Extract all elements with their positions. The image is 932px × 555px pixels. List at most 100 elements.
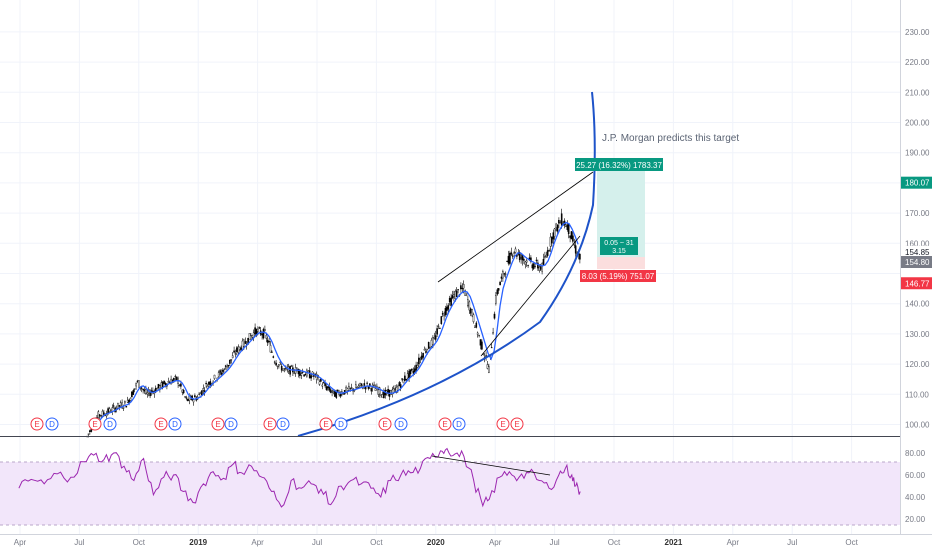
candle-body	[231, 355, 234, 359]
long-stop-zone[interactable]	[597, 257, 645, 269]
earnings-marker[interactable]	[438, 417, 452, 431]
candle-body	[198, 393, 200, 395]
target-box-bg	[575, 158, 663, 171]
candle-body	[236, 347, 238, 352]
earnings-marker[interactable]	[211, 417, 225, 431]
candle-body	[439, 327, 441, 329]
candle-body	[524, 261, 527, 265]
candle-body	[464, 290, 466, 296]
candle-body	[538, 266, 541, 271]
candle-body	[534, 265, 536, 267]
candle-body	[479, 339, 482, 346]
wedge-upper-trendline[interactable]	[437, 171, 594, 283]
earnings-marker[interactable]	[510, 417, 524, 431]
candle-body	[570, 231, 573, 240]
candle-body	[182, 389, 185, 394]
earnings-marker[interactable]	[276, 417, 290, 431]
earnings-marker[interactable]	[452, 417, 466, 431]
candle-body	[118, 405, 121, 407]
candle-body	[546, 250, 549, 256]
target-note[interactable]: J.P. Morgan predicts this target	[602, 133, 739, 144]
candle-body	[222, 369, 224, 372]
price-axis[interactable]: 230.00 220.00 210.00 200.00 190.00 170.00 160.…	[905, 28, 930, 430]
candle-body	[436, 328, 438, 335]
candle-body	[401, 378, 403, 380]
earnings-marker[interactable]	[378, 417, 392, 431]
candle-body	[157, 383, 160, 388]
earnings-marker[interactable]	[88, 417, 102, 431]
candle-body	[496, 289, 499, 295]
price-axis-bg	[900, 0, 932, 550]
candle-body	[427, 341, 430, 349]
candle-body	[363, 383, 366, 386]
price-badge-label: 154.85	[905, 248, 930, 257]
candle-body	[510, 252, 513, 255]
candle-body	[136, 380, 139, 382]
earnings-marker[interactable]	[168, 417, 182, 431]
candle-body	[269, 345, 272, 353]
candle-body	[261, 333, 263, 336]
rsi-tick-label: 40.00	[905, 493, 926, 502]
candle-body	[303, 374, 305, 377]
price-badge-bg	[901, 256, 932, 268]
earnings-marker[interactable]	[30, 417, 44, 431]
time-tick-label: Oct	[608, 538, 621, 547]
candle-body	[549, 236, 552, 247]
candle-body	[408, 370, 410, 379]
time-tick-label: 2021	[665, 538, 683, 547]
wedge-lower-trendline[interactable]	[480, 235, 581, 357]
candle-body	[321, 384, 324, 387]
earnings-marker[interactable]	[394, 417, 408, 431]
earnings-marker-label: D	[49, 420, 55, 429]
price-tick-label: 120.00	[905, 360, 930, 369]
candle-body	[416, 365, 419, 368]
candle-body	[367, 386, 370, 389]
candle-body	[488, 366, 490, 373]
candle-body	[205, 382, 207, 385]
time-tick-label: Apr	[727, 538, 740, 547]
candle-body	[342, 393, 345, 395]
earnings-marker[interactable]	[263, 417, 277, 431]
time-tick-label: Jul	[312, 538, 322, 547]
earnings-marker[interactable]	[103, 417, 117, 431]
stop-box-bg	[580, 270, 656, 282]
parabolic-curve[interactable]	[297, 91, 596, 437]
moving-average-line	[94, 221, 579, 430]
candle-body	[433, 337, 436, 339]
candle-body	[282, 368, 284, 371]
candle-body	[391, 389, 394, 395]
price-badge-label: 180.07	[905, 179, 930, 188]
time-axis[interactable]: Apr Jul Oct 2019 Apr Jul Oct 2020 Apr Jul Oct 2021 A…	[14, 538, 859, 547]
candle-body	[355, 384, 357, 389]
time-tick-label: Apr	[489, 538, 502, 547]
candle-body	[339, 394, 342, 397]
grid	[0, 0, 900, 534]
price-badge-label: 146.77	[905, 279, 930, 288]
candle-body	[425, 351, 427, 353]
earnings-marker[interactable]	[319, 417, 333, 431]
earnings-marker[interactable]	[496, 417, 510, 431]
earnings-marker-label: D	[338, 420, 344, 429]
candle-body	[103, 412, 105, 415]
time-tick-label: Jul	[74, 538, 84, 547]
candle-body	[119, 402, 122, 407]
earnings-marker[interactable]	[224, 417, 238, 431]
candle-body	[467, 299, 469, 306]
earnings-marker[interactable]	[334, 417, 348, 431]
earnings-marker[interactable]	[154, 417, 168, 431]
candle-body	[579, 253, 581, 260]
candle-body	[185, 397, 188, 399]
rsi-axis[interactable]: 80.00 60.00 40.00 20.00	[905, 449, 926, 524]
candle-body	[346, 388, 349, 391]
candle-body	[432, 337, 434, 345]
price-badge-bg	[901, 176, 932, 189]
earnings-marker-label: E	[514, 420, 519, 429]
candle-body	[518, 252, 521, 261]
earnings-marker[interactable]	[45, 417, 59, 431]
rsi-divergence-line[interactable]	[431, 455, 551, 476]
candle-body	[471, 309, 473, 316]
candle-body	[360, 383, 363, 386]
candle-body	[219, 370, 221, 373]
